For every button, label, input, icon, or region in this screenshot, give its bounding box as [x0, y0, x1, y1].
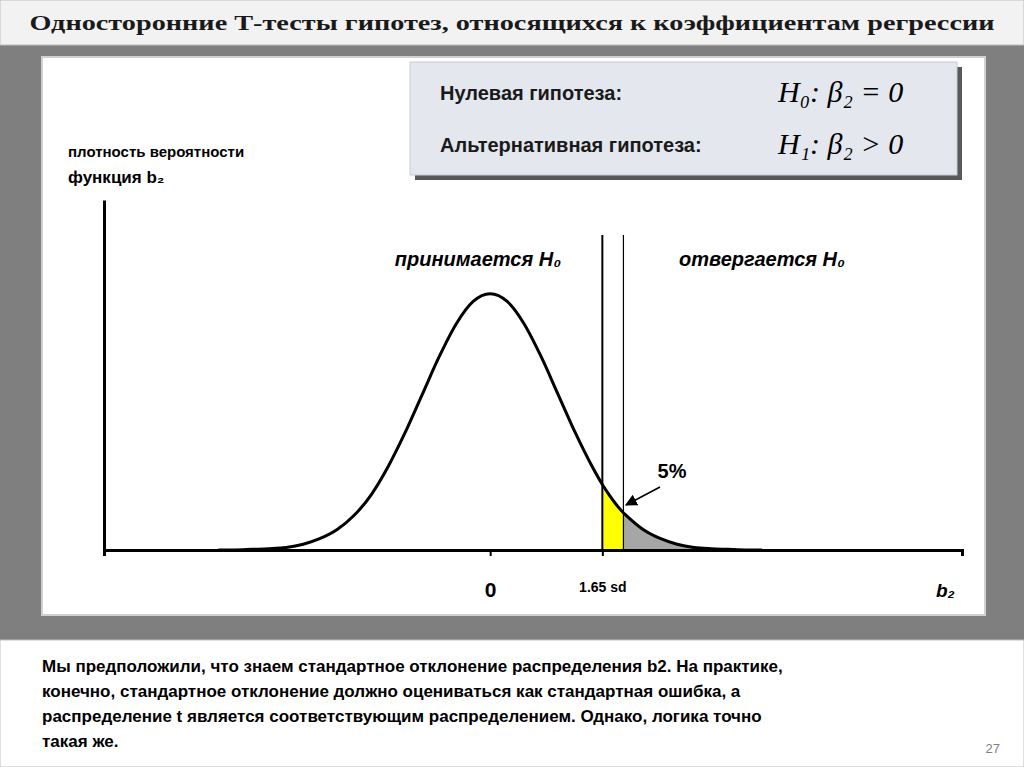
y-axis-title: плотность вероятности: [68, 143, 244, 160]
region-area: [602, 484, 623, 550]
x-tick-mark: [602, 550, 604, 556]
x-tick-label: 0: [485, 578, 497, 601]
x-axis: 0 1.65 sd: [105, 550, 963, 601]
annotation: отвергается H₀: [679, 248, 845, 270]
annotation: принимается H₀: [395, 248, 561, 270]
x-tick-label: 1.65 sd: [579, 579, 626, 595]
critical-line: [623, 235, 624, 550]
annotation: 5%: [658, 460, 687, 482]
y-axis-title: функция b₂: [68, 168, 164, 187]
note-line: Мы предположили, что знаем стандартное о…: [42, 657, 783, 676]
hypothesis-formula: H₁: β₂ > 0: [777, 127, 903, 160]
x-tick: 1.65 sd: [579, 550, 626, 595]
y-axis: [104, 201, 105, 551]
annotation-arrow: [626, 487, 660, 505]
page-number: 27: [986, 741, 1000, 756]
x-tick-mark: [490, 550, 492, 556]
note-line: конечно, стандартное отклонение должно о…: [42, 682, 741, 701]
density-curve: [218, 294, 762, 550]
hypothesis-box: [410, 62, 957, 175]
hypothesis-label: Альтернативная гипотеза:: [440, 134, 702, 156]
note-panel: [0, 640, 1024, 767]
critical-line: [601, 235, 603, 550]
plot-area: [218, 235, 762, 550]
slide: Односторонние Т-тесты гипотез, относящих…: [0, 0, 1024, 767]
hypothesis-label: Нулевая гипотеза:: [440, 82, 622, 104]
y-axis-line: [103, 201, 106, 551]
note-line: распределение t является соответствующим…: [42, 707, 762, 726]
note-line: такая же.: [42, 732, 118, 751]
x-axis-title: b₂: [936, 580, 955, 601]
background: [0, 0, 1024, 767]
title: Односторонние Т-тесты гипотез, относящих…: [30, 10, 995, 35]
hypothesis-formula: H₀: β₂ = 0: [777, 75, 903, 108]
x-tick: 0: [485, 550, 497, 601]
title-bar: [0, 0, 1024, 45]
x-axis-line: [105, 551, 963, 557]
plot-panel: [42, 57, 985, 615]
